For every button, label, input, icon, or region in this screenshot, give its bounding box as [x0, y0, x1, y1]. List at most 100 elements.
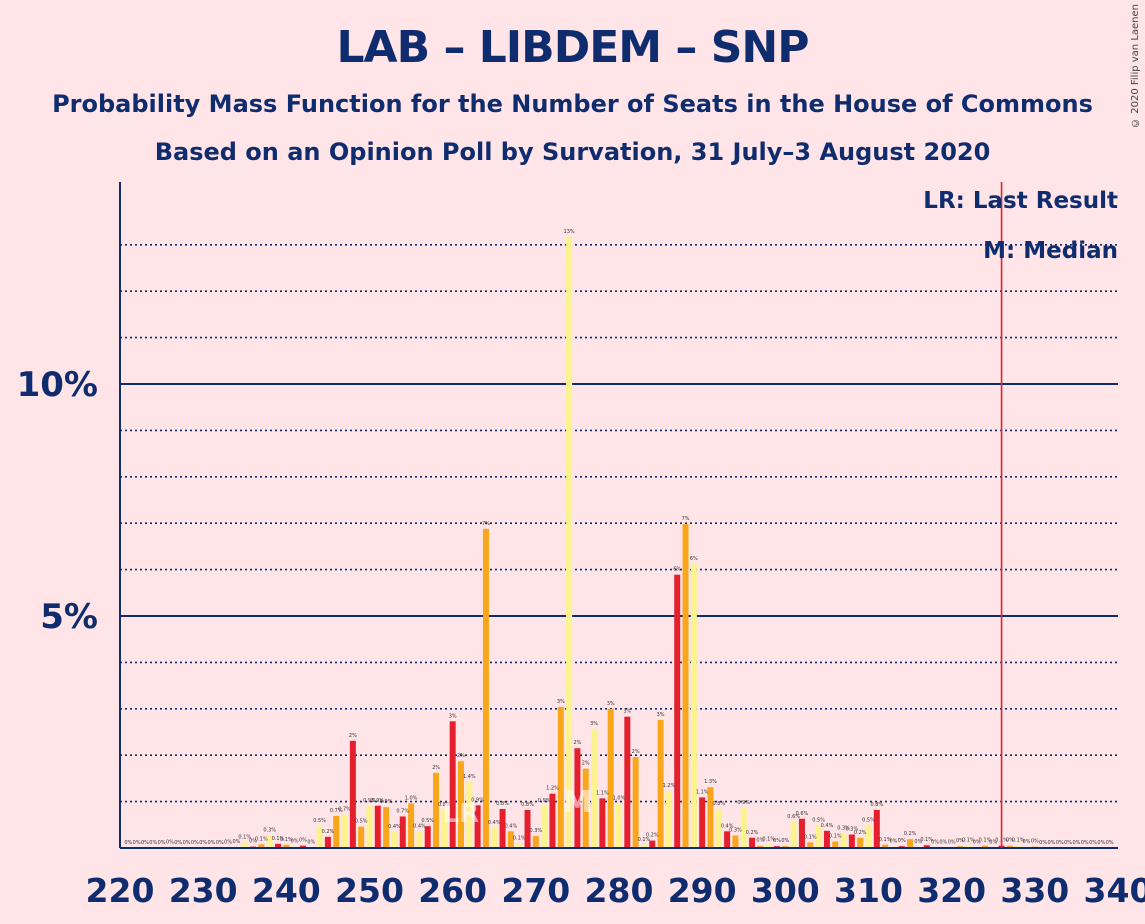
bar-value-label: 0.1% [762, 836, 775, 842]
bar-seat-273 [557, 706, 564, 848]
bar-seat-274 [566, 236, 573, 849]
bar-value-label: 0% [183, 840, 191, 846]
bar-value-label: 0.7% [338, 807, 351, 813]
bar-value-label: 0.5% [812, 817, 825, 823]
bar-value-label: 0.1% [804, 834, 817, 840]
bar-seat-298 [765, 844, 772, 848]
bar-seat-255 [408, 803, 415, 848]
bar-seat-294 [732, 835, 739, 848]
bar-value-label: 2% [582, 761, 590, 767]
bar-seat-308 [848, 834, 855, 848]
bar-seat-253 [391, 831, 398, 848]
bar-value-label: 1.1% [696, 789, 709, 795]
bar-value-label: 0.1% [920, 837, 933, 843]
bar-value-label: 0% [158, 840, 166, 846]
grid-lines: 5% 10% [17, 244, 1118, 803]
bar-value-label: 0% [133, 840, 141, 846]
bar-value-label: 0% [931, 840, 939, 846]
bar-seat-259 [441, 809, 448, 848]
bar-value-label: 0% [781, 838, 789, 844]
x-tick-label: 250 [335, 871, 404, 910]
bar-seat-279 [607, 708, 614, 848]
bar-seat-282 [632, 757, 639, 848]
bar-seat-305 [823, 830, 830, 848]
bar-value-label: 0.1% [513, 835, 526, 841]
bar-value-label: 1.0% [405, 795, 418, 801]
bar-value-label: 0.9% [471, 797, 484, 803]
bar-seat-270 [532, 835, 539, 848]
bar-seat-263 [474, 805, 481, 848]
bar-seat-306 [832, 841, 839, 848]
bar-seat-296 [749, 837, 756, 848]
x-tick-label: 300 [751, 871, 820, 910]
bar-seat-252 [383, 807, 390, 848]
bar-value-label: 0% [1047, 840, 1055, 846]
bar-value-label: 0.4% [505, 823, 518, 829]
bar-value-label: 3% [657, 712, 665, 718]
bar-seat-289 [690, 564, 697, 848]
bar-value-label: 0.5% [313, 818, 326, 824]
bar-seat-312 [882, 844, 889, 848]
bar-value-label: 0.4% [721, 823, 734, 829]
bar-seat-262 [466, 782, 473, 848]
bar-seat-238 [266, 835, 273, 848]
legend-median: M: Median [983, 238, 1118, 264]
bar-seat-260 [449, 721, 456, 848]
bar-value-label: 0.1% [1012, 838, 1025, 844]
bar-seat-290 [699, 797, 706, 848]
bar-value-label: 0% [191, 840, 199, 846]
bar-value-label: 0% [1064, 840, 1072, 846]
bar-value-label: 13% [564, 229, 575, 235]
x-tick-label: 260 [418, 871, 487, 910]
bar-value-label: 0.3% [846, 827, 859, 833]
bar-seat-265 [491, 828, 498, 848]
bar-value-label: 1.0% [613, 795, 626, 801]
bar-value-label: 2% [349, 733, 357, 739]
bar-value-label: 0.7% [396, 808, 409, 814]
bar-seat-287 [674, 574, 681, 848]
bar-value-label: 0.1% [238, 834, 251, 840]
chart-title: LAB – LIBDEM – SNP [336, 22, 810, 73]
bar-value-label: 0% [124, 840, 132, 846]
bar-seat-237 [258, 844, 265, 848]
bar-value-label: 1.1% [596, 790, 609, 796]
bar-value-label: 7% [682, 516, 690, 522]
bar-value-label: 0% [956, 838, 964, 844]
x-tick-label: 230 [169, 871, 238, 910]
bar-seat-248 [349, 740, 356, 848]
bar-seat-304 [815, 825, 822, 848]
bar-seat-311 [873, 809, 880, 848]
bar-seat-258 [433, 772, 440, 848]
bar-seat-293 [724, 831, 731, 848]
axes-group: 220 230 240 250 260 270 280 290 300 310 320 330 340 [86, 182, 1145, 910]
bar-seat-310 [865, 825, 872, 848]
bar-value-label: 0% [174, 840, 182, 846]
bar-value-label: 0.9% [538, 798, 551, 804]
bar-value-label: 3% [449, 713, 457, 719]
bar-seat-239 [275, 843, 282, 848]
bar-seat-275 [574, 748, 581, 848]
bar-seat-271 [541, 805, 548, 848]
bar-seat-283 [640, 844, 647, 848]
bar-seat-245 [324, 836, 331, 848]
bar-value-label: 0.3% [263, 827, 276, 833]
bar-value-label: 0% [1039, 840, 1047, 846]
x-tick-label: 320 [917, 871, 986, 910]
bar-value-label: 0.6% [796, 811, 809, 817]
bar-seat-254 [399, 816, 406, 848]
bar-value-label: 0% [1081, 840, 1089, 846]
bar-seat-284 [649, 840, 656, 848]
bar-value-label: 0.1% [962, 838, 975, 844]
bar-seat-257 [424, 826, 431, 848]
chart-subtitle-1: Probability Mass Function for the Number… [52, 90, 1093, 118]
bar-value-label: 0.1% [979, 838, 992, 844]
bar-seat-285 [657, 719, 664, 848]
bar-value-label: 0.5% [421, 818, 434, 824]
bar-seat-276 [582, 768, 589, 848]
bar-value-label: 0% [1056, 840, 1064, 846]
bar-value-label: 0% [1106, 840, 1114, 846]
bar-value-label: 0% [948, 840, 956, 846]
bar-value-label: 0.7% [330, 808, 343, 814]
bar-value-label: 0% [307, 840, 315, 846]
bar-value-label: 0.1% [638, 837, 651, 843]
